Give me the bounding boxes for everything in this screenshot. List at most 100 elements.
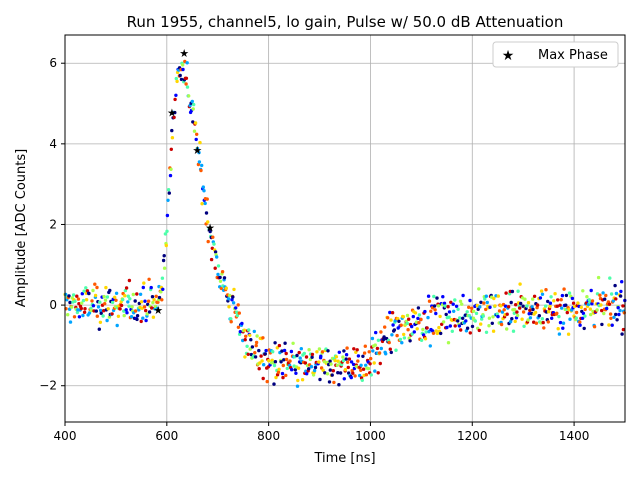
data-point (576, 301, 580, 305)
data-point (527, 312, 531, 316)
data-point (550, 316, 554, 320)
data-point (72, 315, 77, 319)
data-point (122, 313, 126, 318)
data-point (181, 63, 185, 67)
data-point (608, 276, 612, 280)
data-point (80, 301, 84, 305)
data-point (144, 308, 148, 313)
data-point (493, 304, 497, 308)
data-point (105, 295, 110, 299)
data-point (196, 162, 201, 167)
data-point (174, 93, 178, 98)
data-point (522, 324, 526, 328)
legend: ★ Max Phase (492, 41, 619, 68)
data-point (549, 295, 553, 299)
data-point (197, 150, 201, 155)
x-tick-label: 1400 (559, 429, 590, 443)
data-point (574, 316, 578, 320)
data-point (75, 310, 80, 315)
data-point (90, 299, 94, 303)
data-point (371, 349, 375, 353)
data-point (588, 307, 592, 311)
data-point (185, 85, 190, 89)
data-point (151, 300, 155, 305)
data-point (249, 338, 253, 342)
data-point (336, 371, 340, 375)
data-point (526, 318, 530, 322)
data-point (389, 350, 393, 355)
data-point (298, 356, 302, 360)
data-point (344, 353, 349, 357)
data-point (219, 286, 223, 291)
data-point (149, 285, 153, 290)
data-point (361, 367, 366, 371)
data-point (426, 294, 431, 298)
data-point (426, 315, 430, 320)
data-point (432, 294, 436, 299)
data-point (258, 361, 262, 365)
data-point (405, 313, 410, 318)
data-point (341, 358, 346, 363)
data-point (523, 297, 527, 301)
data-point (396, 326, 400, 330)
data-point (512, 311, 516, 315)
data-point (151, 315, 156, 319)
data-point (583, 307, 587, 312)
data-point (234, 306, 238, 310)
data-point (412, 330, 416, 334)
data-point (213, 266, 217, 270)
data-point (581, 311, 586, 316)
data-point (192, 102, 196, 107)
data-point (491, 329, 496, 333)
data-point (105, 318, 109, 323)
legend-box (492, 41, 619, 68)
data-point (364, 373, 369, 377)
data-point (211, 235, 215, 239)
data-point (206, 220, 210, 224)
data-point (547, 310, 551, 314)
data-point (397, 319, 401, 323)
data-point (293, 368, 297, 372)
data-point (135, 317, 139, 322)
data-point (299, 347, 303, 351)
data-point (165, 229, 169, 233)
data-point (451, 302, 455, 306)
data-point (218, 279, 223, 283)
data-point (250, 345, 255, 349)
data-point (465, 310, 469, 314)
data-point (610, 323, 614, 327)
data-point (565, 310, 569, 315)
data-point (283, 341, 287, 345)
data-point (123, 294, 127, 298)
data-point (262, 363, 266, 367)
data-point (585, 295, 589, 299)
data-point (124, 286, 129, 290)
data-point (479, 322, 483, 326)
data-point (116, 314, 121, 318)
data-point (353, 374, 357, 378)
data-point (548, 301, 553, 305)
data-point (388, 310, 392, 315)
data-point (141, 316, 145, 320)
data-point (248, 347, 252, 351)
data-point (398, 337, 403, 342)
data-point (263, 352, 267, 356)
data-point (307, 367, 311, 371)
data-point (431, 331, 436, 335)
data-point (526, 301, 531, 305)
data-point (448, 324, 452, 328)
data-point (181, 67, 185, 72)
data-point (508, 320, 513, 324)
data-point (564, 303, 568, 307)
data-point (319, 354, 323, 358)
data-point (600, 308, 604, 313)
data-point (273, 360, 278, 364)
data-point (512, 307, 517, 312)
data-point (532, 294, 537, 298)
data-point (366, 366, 371, 371)
data-point (280, 349, 284, 353)
data-point (470, 324, 475, 329)
grid-lines (64, 35, 625, 422)
data-point (390, 311, 395, 315)
data-point (345, 346, 349, 350)
